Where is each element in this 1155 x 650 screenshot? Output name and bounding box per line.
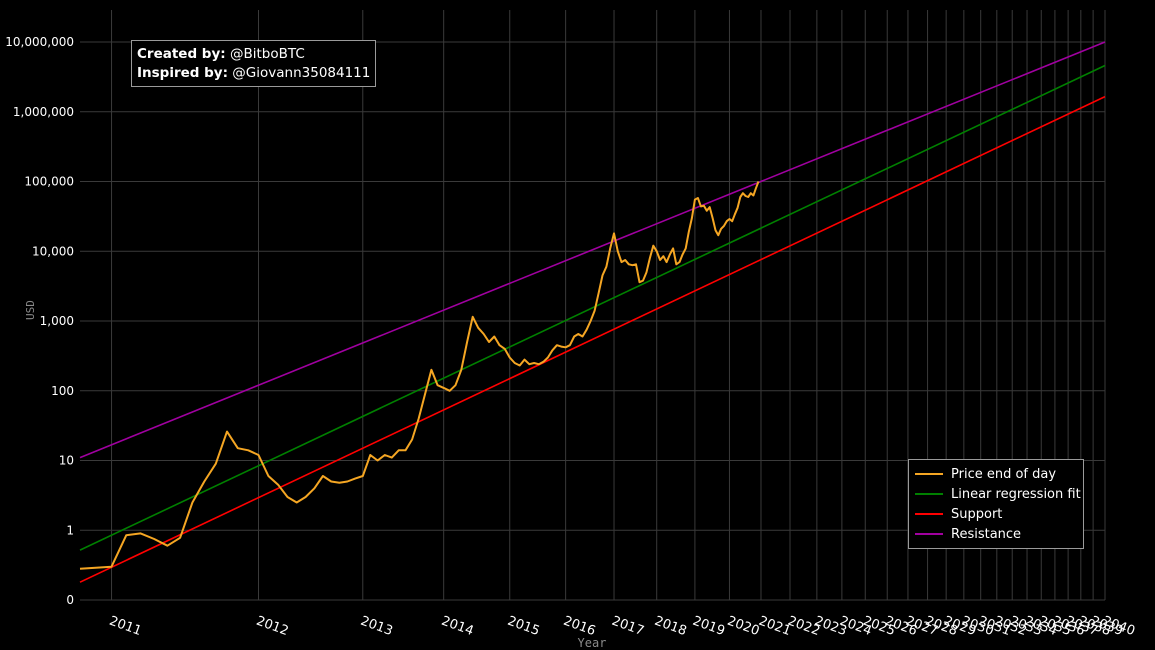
y-tick-label: 1 xyxy=(66,523,74,537)
y-tick-label: 0 xyxy=(66,593,74,607)
support-line xyxy=(79,95,1106,583)
legend-label-support: Support xyxy=(951,506,1003,522)
legend-swatch-regression xyxy=(915,493,943,495)
legend-item-resistance[interactable]: Resistance xyxy=(909,524,1083,544)
legend-swatch-support xyxy=(915,513,943,515)
inspired-by-line: Inspired by: @Giovann35084111 xyxy=(137,64,370,83)
y-tick-label: 10,000,000 xyxy=(5,35,74,49)
y-tick-label: 10 xyxy=(59,454,74,468)
created-by-line: Created by: @BitboBTC xyxy=(137,45,370,64)
y-axis-title: USD xyxy=(24,300,37,320)
created-by-label: Created by: xyxy=(137,46,226,62)
legend-item-regression[interactable]: Linear regression fit xyxy=(909,484,1083,504)
inspired-by-label: Inspired by: xyxy=(137,65,228,81)
x-axis-title: Year xyxy=(578,636,607,650)
y-tick-label: 10,000 xyxy=(32,244,74,258)
y-tick-label: 100,000 xyxy=(24,175,74,189)
inspired-by-handle: @Giovann35084111 xyxy=(232,65,371,81)
legend: Price end of day Linear regression fit S… xyxy=(908,459,1084,549)
legend-item-price[interactable]: Price end of day xyxy=(909,464,1083,484)
y-tick-label: 1,000 xyxy=(40,314,74,328)
credit-box: Created by: @BitboBTC Inspired by: @Giov… xyxy=(131,40,377,87)
y-tick-label: 1,000,000 xyxy=(13,105,74,119)
created-by-handle: @BitboBTC xyxy=(229,46,305,62)
legend-item-support[interactable]: Support xyxy=(909,504,1083,524)
y-tick-label: 100 xyxy=(51,384,74,398)
regression-line xyxy=(79,64,1106,551)
legend-label-price: Price end of day xyxy=(951,466,1057,482)
series-lines xyxy=(79,41,1106,583)
legend-label-resistance: Resistance xyxy=(951,526,1022,542)
legend-label-regression: Linear regression fit xyxy=(951,486,1081,502)
legend-swatch-resistance xyxy=(915,533,943,535)
legend-swatch-price xyxy=(915,473,943,475)
grid xyxy=(80,10,1106,601)
resistance-line xyxy=(79,41,1106,459)
y-tick-labels: 0 1 10 100 1,000 10,000 100,000 1,000,000 10,000… xyxy=(5,35,74,607)
price-line xyxy=(79,181,760,570)
